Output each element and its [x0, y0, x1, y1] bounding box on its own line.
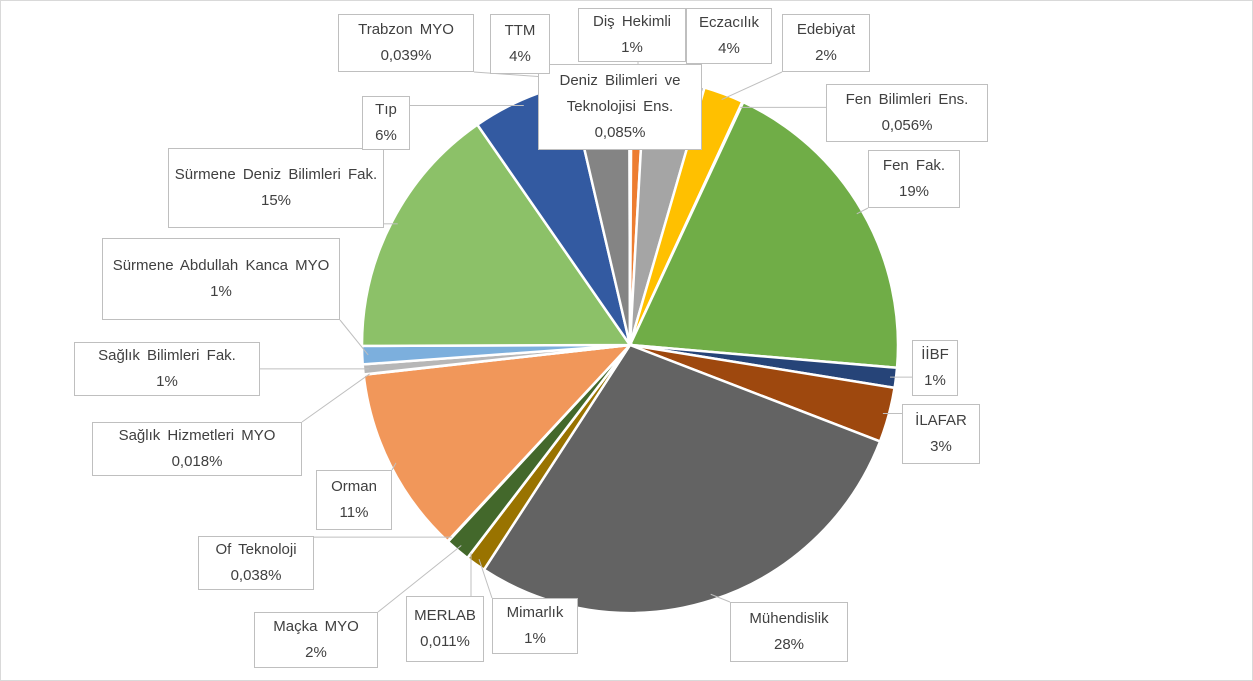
leader-line [710, 593, 731, 603]
pie-slice [362, 343, 634, 544]
value-label: 19% [898, 183, 930, 200]
data-label: Tıp 6% [362, 96, 410, 150]
pie-slice [360, 122, 633, 348]
category-label: Edebiyat [796, 21, 856, 38]
data-label: Sürmene Abdullah Kanca MYO 1% [102, 238, 340, 320]
leader-line [377, 545, 462, 613]
data-label: Eczacılık 4% [686, 8, 772, 64]
value-label: 11% [339, 504, 369, 521]
category-label: Sürmene Deniz Bilimleri Fak. [174, 166, 378, 183]
category-label: Fen Bilimleri Ens. [845, 91, 969, 108]
leader-line [856, 207, 869, 215]
category-label: Mimarlık [506, 604, 564, 621]
data-label: Orman 11% [316, 470, 392, 530]
category-label: Sağlık Bilimleri Fak. [98, 347, 236, 364]
value-label: 4% [509, 48, 531, 65]
data-label: İİBF 1% [912, 340, 958, 396]
category-label: Deniz Bilimleri ve Teknolojisi Ens. [559, 72, 681, 115]
category-label: Fen Fak. [882, 157, 946, 174]
value-label: 4% [718, 40, 740, 57]
leader-line [478, 558, 493, 599]
value-label: 1% [210, 283, 232, 300]
category-label: MERLAB [414, 607, 476, 624]
leader-line [721, 71, 783, 101]
value-label: 1% [156, 373, 178, 390]
category-label: İLAFAR [915, 412, 967, 429]
value-label: 0,018% [171, 453, 223, 470]
pie-slice [482, 343, 882, 615]
value-label: 6% [375, 127, 397, 144]
value-label: 0,056% [881, 117, 933, 134]
data-label: MERLAB 0,011% [406, 596, 484, 662]
category-label: TTM [504, 22, 536, 39]
data-label: Sağlık Bilimleri Fak. 1% [74, 342, 260, 396]
category-label: Trabzon MYO [358, 21, 454, 38]
value-label: 1% [924, 372, 946, 389]
data-label: Fen Bilimleri Ens. 0,056% [826, 84, 988, 142]
data-label: İLAFAR 3% [902, 404, 980, 464]
category-label: İİBF [921, 346, 949, 363]
category-label: Mühendislik [749, 610, 829, 627]
leader-line [339, 319, 369, 356]
data-label: Edebiyat 2% [782, 14, 870, 72]
data-label: Mühendislik 28% [730, 602, 848, 662]
data-label: Trabzon MYO 0,039% [338, 14, 474, 72]
category-label: Eczacılık [698, 14, 759, 31]
leader-line [301, 373, 370, 423]
data-label: Sağlık Hizmetleri MYO 0,018% [92, 422, 302, 476]
category-label: Diş Hekimli [593, 13, 671, 30]
data-label: Of Teknoloji 0,038% [198, 536, 314, 590]
value-label: 0,038% [230, 567, 282, 584]
data-label: Fen Fak. 19% [868, 150, 960, 208]
slices [360, 75, 900, 615]
value-label: 0,039% [380, 47, 432, 64]
value-label: 28% [773, 636, 805, 653]
value-label: 3% [930, 438, 952, 455]
value-label: 1% [524, 630, 546, 647]
category-label: Maçka MYO [273, 618, 359, 635]
value-label: 0,011% [420, 633, 470, 650]
value-label: 0,085% [594, 124, 646, 141]
data-label: TTM 4% [490, 14, 550, 74]
data-label: Diş Hekimli 1% [578, 8, 686, 62]
value-label: 2% [815, 47, 837, 64]
value-label: 15% [260, 192, 292, 209]
category-label: Sürmene Abdullah Kanca MYO [112, 257, 330, 274]
category-label: Orman [331, 478, 377, 495]
leader-line [391, 462, 397, 471]
data-label: Mimarlık 1% [492, 598, 578, 654]
data-label: Sürmene Deniz Bilimleri Fak. 15% [168, 148, 384, 228]
category-label: Sağlık Hizmetleri MYO [118, 427, 276, 444]
data-label: Maçka MYO 2% [254, 612, 378, 668]
category-label: Of Teknoloji [215, 541, 297, 558]
value-label: 2% [305, 644, 327, 661]
data-label: Deniz Bilimleri ve Teknolojisi Ens. 0,085… [538, 64, 702, 150]
category-label: Tıp [375, 101, 397, 118]
value-label: 1% [621, 39, 643, 56]
